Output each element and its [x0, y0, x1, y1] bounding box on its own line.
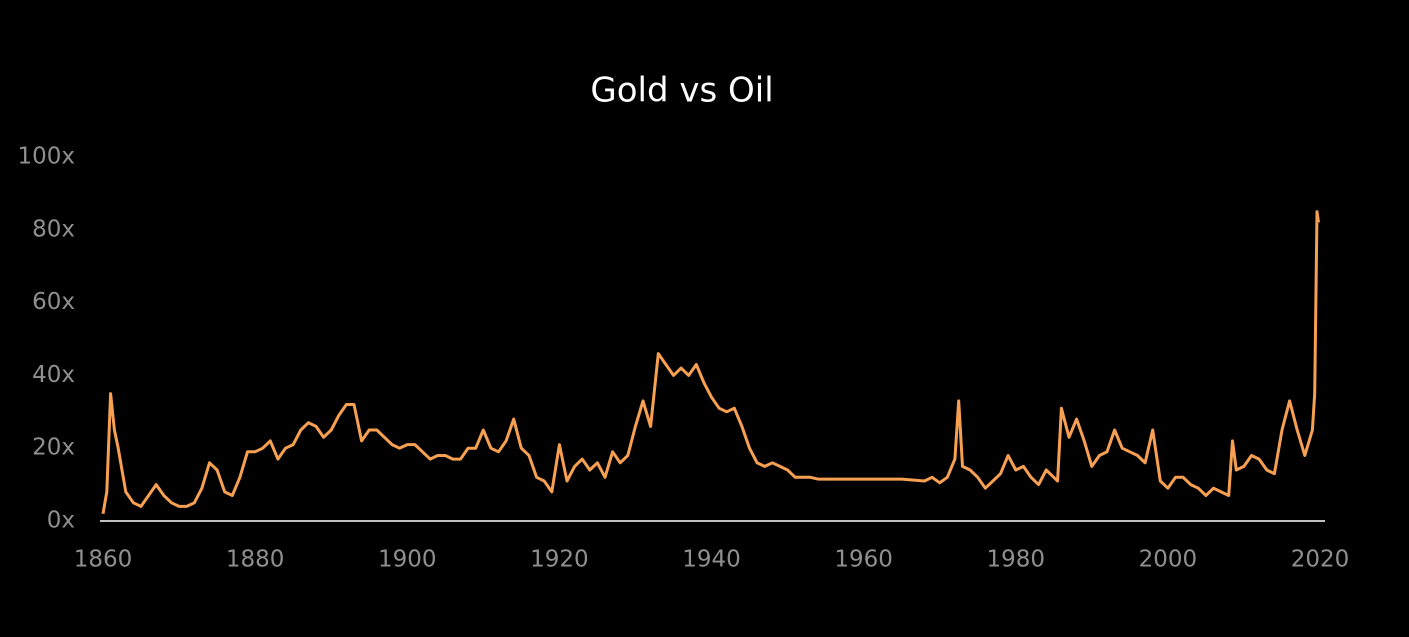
y-tick-label: 60x — [32, 289, 75, 315]
y-tick-label: 40x — [32, 362, 75, 388]
y-tick-label: 0x — [47, 508, 75, 534]
chart-title: Gold vs Oil — [590, 71, 773, 111]
x-tick-label: 1880 — [226, 547, 285, 573]
x-tick-label: 2000 — [1139, 547, 1198, 573]
y-tick-label: 20x — [32, 435, 75, 461]
x-tick-label: 1860 — [74, 547, 133, 573]
data-line — [101, 210, 1320, 514]
x-tick-label: 1920 — [530, 547, 589, 573]
x-tick-label: 1980 — [986, 547, 1045, 573]
x-tick-label: 2020 — [1291, 547, 1350, 573]
y-tick-label: 100x — [17, 144, 75, 170]
x-tick-label: 1960 — [834, 547, 893, 573]
x-tick-label: 1900 — [378, 547, 437, 573]
y-tick-label: 80x — [32, 216, 75, 242]
x-tick-label: 1940 — [682, 547, 741, 573]
